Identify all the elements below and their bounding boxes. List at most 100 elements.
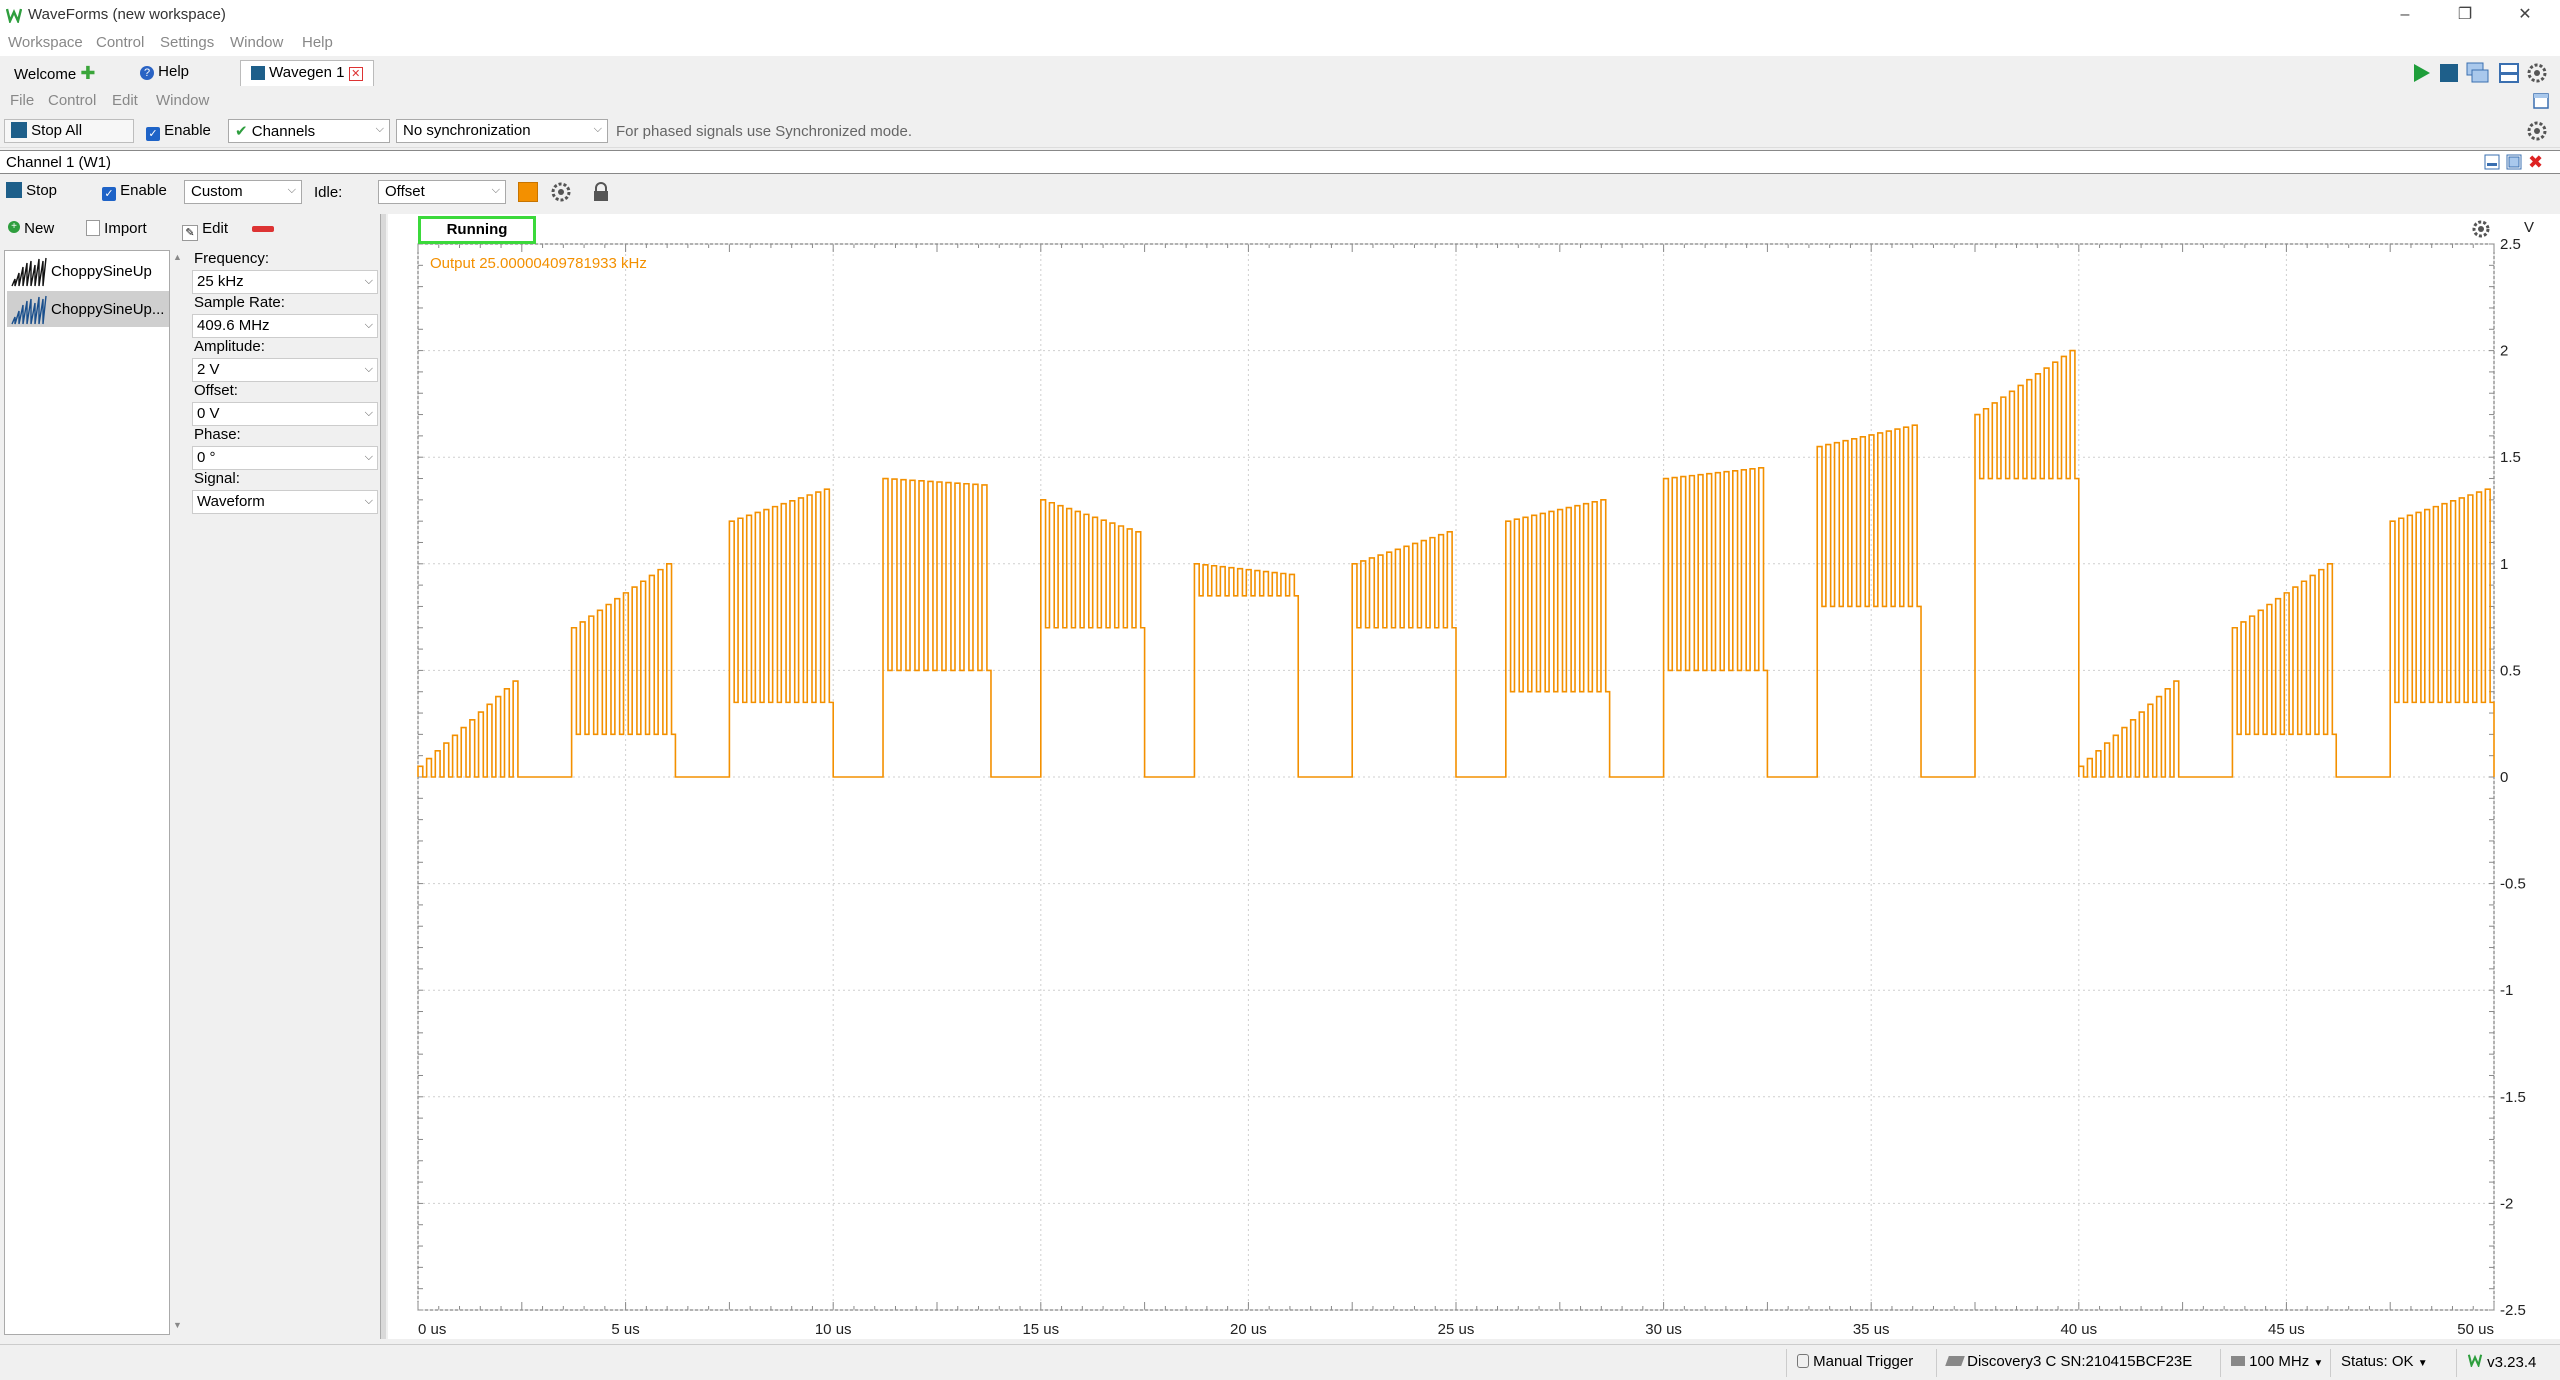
x-tick-label: 15 us [1022, 1321, 1059, 1338]
maximize-panel-icon[interactable] [2506, 154, 2522, 174]
edit-button[interactable]: ✎ Edit [182, 220, 228, 241]
scroll-down-icon[interactable]: ▼ [173, 1320, 182, 1330]
waveforms-logo-icon [2467, 1354, 2487, 1371]
submenu-control[interactable]: Control [48, 92, 97, 109]
channels-label: Channels [251, 123, 316, 140]
version-badge[interactable]: v3.23.4 [2456, 1349, 2546, 1377]
close-icon[interactable]: ✕ [2518, 6, 2532, 23]
wavegen-icon [251, 66, 265, 80]
chevron-down-icon: ⌵ [364, 451, 373, 463]
submenu-window[interactable]: Window [156, 92, 210, 109]
submenu-file[interactable]: File [10, 92, 35, 109]
list-item-label: ChoppySineUp... [51, 301, 165, 318]
waveform-plot[interactable]: 0 us 5 us 10 us 15 us 20 us 25 us 30 us 35 us 40… [388, 214, 2560, 1339]
menu-workspace[interactable]: Workspace [8, 34, 83, 51]
tab-help[interactable]: ? Help [130, 60, 199, 86]
settings-gear-icon[interactable] [2526, 62, 2548, 88]
new-plus-icon: + [8, 221, 20, 233]
chevron-down-icon: ⌵ [491, 184, 500, 196]
channel-header: Channel 1 (W1) ✖ [0, 150, 2560, 174]
minimize-icon[interactable]: – [2400, 6, 2410, 23]
manual-trigger-label: Manual Trigger [1813, 1353, 1914, 1370]
list-item[interactable]: ChoppySineUp... [7, 291, 169, 327]
waveform-list: ChoppySineUp ChoppySineUp... [4, 250, 170, 1335]
clock-selector[interactable]: 100 MHz ▼ [2220, 1349, 2333, 1377]
minimize-panel-icon[interactable] [2484, 154, 2500, 174]
stop-all-button[interactable]: Stop All [4, 119, 134, 143]
remove-icon[interactable] [252, 226, 274, 232]
device-icon [1945, 1356, 1965, 1366]
waveforms-logo-icon [5, 7, 23, 25]
title-bar: WaveForms (new workspace) – ❐ ✕ [0, 0, 2560, 30]
menu-help[interactable]: Help [302, 34, 333, 51]
channel-settings-icon[interactable] [550, 181, 572, 207]
toolbar-settings-icon[interactable] [2526, 120, 2548, 146]
offset-value: 0 V [197, 405, 220, 422]
sync-hint: For phased signals use Synchronized mode… [616, 123, 913, 140]
restore-icon[interactable]: ❐ [2457, 6, 2473, 23]
close-panel-icon[interactable]: ✖ [2528, 152, 2544, 172]
version-label: v3.23.4 [2487, 1354, 2537, 1371]
undock-icon[interactable] [2532, 92, 2550, 114]
layout-icon[interactable] [2466, 62, 2490, 88]
channel-color-swatch[interactable] [518, 182, 538, 202]
run-icon[interactable] [2410, 62, 2432, 88]
waveform-list-scrollbar[interactable]: ▲ ▼ [170, 250, 186, 1335]
tab-help-label: Help [158, 63, 190, 80]
idle-dropdown[interactable]: Offset ⌵ [378, 180, 506, 204]
close-tab-icon[interactable]: ✕ [348, 67, 363, 81]
plot-area[interactable]: 0 us 5 us 10 us 15 us 20 us 25 us 30 us 35 us 40… [388, 214, 2560, 1339]
menu-settings[interactable]: Settings [160, 34, 215, 51]
lock-icon[interactable] [590, 181, 612, 207]
submenu-edit[interactable]: Edit [112, 92, 138, 109]
sync-dropdown[interactable]: No synchronization ⌵ [396, 119, 608, 143]
new-waveform-button[interactable]: + New [8, 220, 54, 237]
channel-enable-label: Enable [120, 182, 167, 199]
dock-icon[interactable] [2498, 62, 2520, 88]
channels-dropdown[interactable]: ✔ Channels ⌵ [228, 119, 390, 143]
tab-welcome[interactable]: Welcome ✚ [4, 60, 106, 86]
channel-stop-button[interactable]: Stop [6, 182, 57, 199]
list-item[interactable]: ChoppySineUp [7, 253, 169, 289]
y-tick-label: 2 [2500, 343, 2508, 360]
channel-enable-checkbox[interactable]: ✓ Enable [102, 182, 167, 201]
status-bar: Manual Trigger Discovery3 C SN:210415BCF… [0, 1344, 2560, 1380]
clock-label: 100 MHz [2249, 1353, 2310, 1370]
y-tick-label: 1 [2500, 556, 2508, 573]
amplitude-field[interactable]: 2 V ⌵ [192, 358, 378, 382]
phase-field[interactable]: 0 ° ⌵ [192, 446, 378, 470]
tab-wavegen-label: Wavegen 1 [269, 64, 345, 81]
frequency-field[interactable]: 25 kHz ⌵ [192, 270, 378, 294]
stop-icon[interactable] [2440, 64, 2458, 82]
tab-bar: Welcome ✚ ? Help Wavegen 1 ✕ [0, 56, 2560, 88]
y-unit-label: V [2524, 219, 2534, 236]
tab-wavegen[interactable]: Wavegen 1 ✕ [240, 60, 374, 86]
signal-value: Waveform [197, 493, 265, 510]
x-tick-label: 35 us [1853, 1321, 1890, 1338]
signal-field[interactable]: Waveform ⌵ [192, 490, 378, 514]
menu-window[interactable]: Window [230, 34, 284, 51]
channel-title: Channel 1 (W1) [6, 154, 112, 171]
tab-welcome-label: Welcome [14, 66, 77, 83]
import-button[interactable]: Import [86, 220, 147, 237]
plus-icon[interactable]: ✚ [80, 63, 96, 83]
manual-trigger-button[interactable]: Manual Trigger [1786, 1349, 1923, 1377]
chevron-down-icon: ⌵ [364, 363, 373, 375]
status-indicator[interactable]: Status: OK ▼ [2330, 1349, 2438, 1377]
chevron-down-icon: ⌵ [375, 123, 384, 135]
x-tick-label: 50 us [2457, 1321, 2494, 1338]
mode-dropdown[interactable]: Custom ⌵ [184, 180, 302, 204]
menu-control[interactable]: Control [96, 34, 145, 51]
stop-all-label: Stop All [31, 122, 83, 139]
sample-rate-field[interactable]: 409.6 MHz ⌵ [192, 314, 378, 338]
panel-splitter[interactable] [380, 214, 386, 1339]
enable-all-label: Enable [164, 122, 211, 139]
offset-field[interactable]: 0 V ⌵ [192, 402, 378, 426]
enable-all-checkbox[interactable]: ✓ Enable [146, 122, 211, 141]
plot-settings-icon [2472, 220, 2490, 238]
device-selector[interactable]: Discovery3 C SN:210415BCF23E [1936, 1349, 2202, 1377]
checkbox-check-icon: ✓ [102, 187, 116, 201]
scroll-up-icon[interactable]: ▲ [173, 252, 182, 262]
checkmark-icon: ✔ [235, 123, 248, 140]
channel-toolbar: Stop ✓ Enable Custom ⌵ Idle: Offset ⌵ [0, 176, 2560, 210]
